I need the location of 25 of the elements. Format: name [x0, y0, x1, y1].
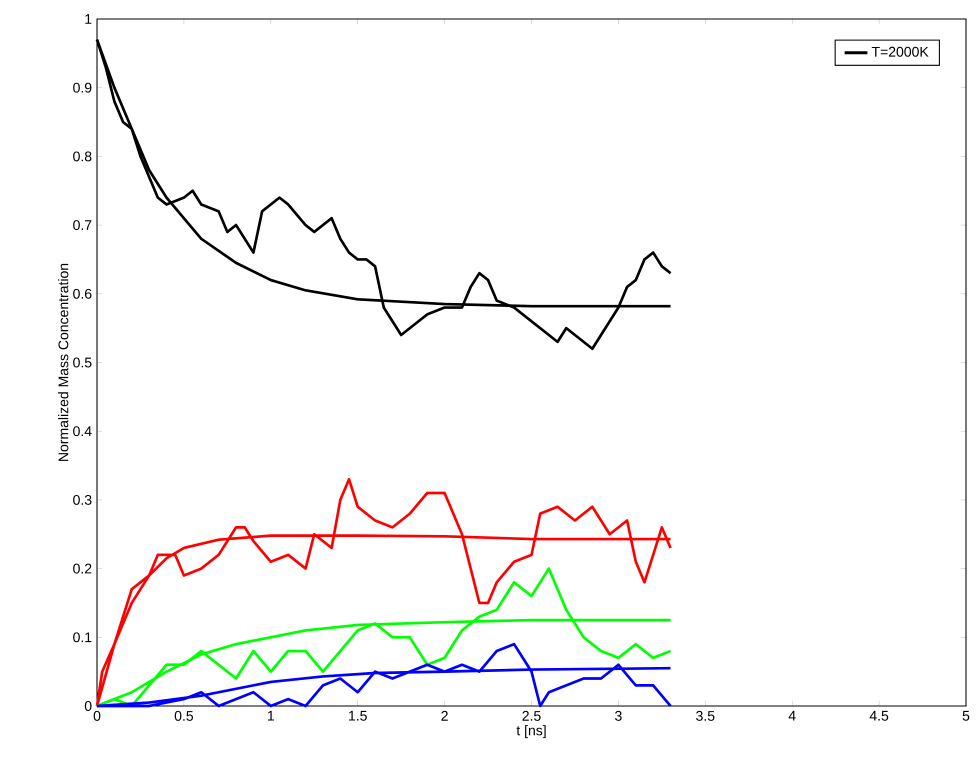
- legend-label: T=2000K: [872, 46, 929, 57]
- y-tick-label: 0.7: [73, 220, 92, 230]
- y-tick-label: 0.3: [73, 494, 92, 505]
- y-tick-label: 0.1: [73, 632, 92, 642]
- x-tick-label: 4.5: [870, 710, 888, 721]
- x-tick-label: 2.5: [522, 710, 541, 721]
- y-tick-label: 0.9: [73, 82, 92, 93]
- y-tick-label: 0.5: [73, 358, 92, 368]
- x-tick-label: 5: [962, 710, 970, 721]
- x-axis-title: t [ns]: [516, 725, 546, 738]
- x-tick-label: 1.5: [349, 710, 367, 721]
- x-tick-label: 3.5: [696, 710, 714, 721]
- y-tick-label: 0.6: [73, 288, 92, 299]
- x-tick-label: 4: [788, 710, 796, 721]
- x-tick-label: 2: [441, 710, 448, 721]
- y-tick-label: 0: [84, 701, 92, 711]
- y-tick-label: 1: [85, 14, 92, 24]
- x-tick-label: 0.5: [174, 710, 194, 721]
- x-tick-label: 0: [94, 710, 100, 721]
- y-tick-label: 0.2: [73, 564, 92, 574]
- y-tick-label: 0.8: [73, 151, 92, 162]
- y-tick-label: 0.4: [73, 426, 92, 436]
- x-tick-label: 1: [268, 710, 274, 721]
- x-tick-label: 3: [615, 710, 622, 721]
- y-axis-title: Normalized Mass Concentration: [58, 264, 68, 461]
